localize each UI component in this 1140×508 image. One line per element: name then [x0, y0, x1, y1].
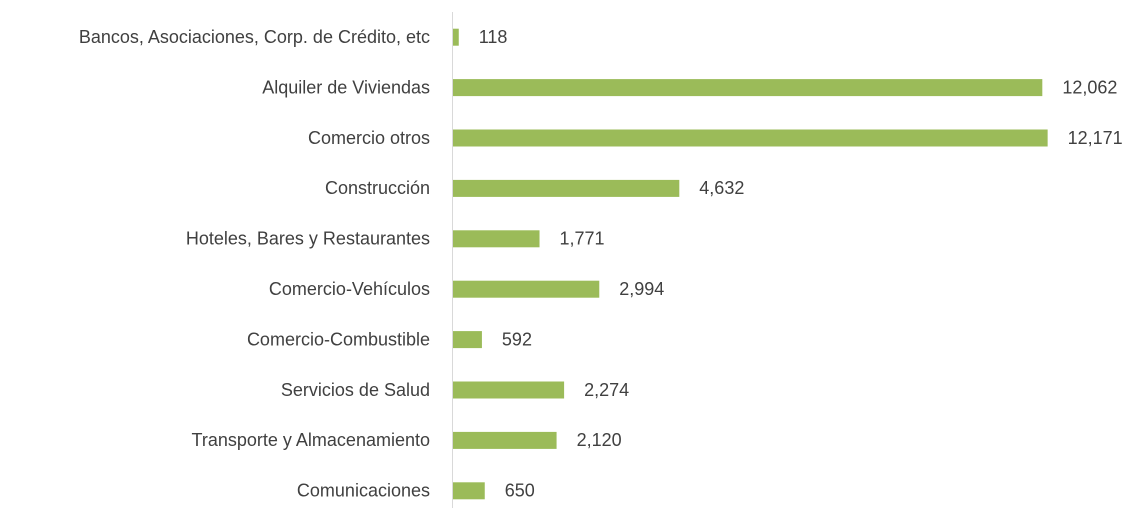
category-label: Transporte y Almacenamiento — [192, 430, 430, 450]
bar — [453, 482, 485, 500]
value-label: 118 — [479, 27, 508, 47]
value-label: 650 — [505, 481, 535, 501]
bar — [453, 28, 459, 46]
bar — [453, 431, 557, 449]
value-label: 1,771 — [560, 229, 605, 249]
category-label: Construcción — [325, 178, 430, 198]
category-label: Comunicaciones — [297, 481, 430, 501]
value-label: 2,120 — [577, 430, 622, 450]
bar — [453, 230, 540, 248]
category-label: Servicios de Salud — [281, 380, 430, 400]
bar — [453, 381, 565, 399]
category-label: Comercio-Vehículos — [269, 279, 430, 299]
bar — [453, 129, 1048, 147]
category-label: Comercio-Combustible — [247, 329, 430, 349]
value-label: 592 — [502, 329, 532, 349]
category-label: Bancos, Asociaciones, Corp. de Crédito, … — [79, 27, 430, 47]
bar — [453, 179, 680, 197]
bar — [453, 79, 1043, 97]
value-label: 2,994 — [619, 279, 664, 299]
value-label: 12,062 — [1062, 77, 1117, 97]
value-label: 2,274 — [584, 380, 629, 400]
category-label: Alquiler de Viviendas — [262, 77, 430, 97]
bar — [453, 331, 482, 349]
category-label: Comercio otros — [308, 128, 430, 148]
value-label: 4,632 — [699, 178, 744, 198]
value-label: 12,171 — [1068, 128, 1123, 148]
bar — [453, 280, 600, 298]
category-label: Hoteles, Bares y Restaurantes — [186, 229, 430, 249]
